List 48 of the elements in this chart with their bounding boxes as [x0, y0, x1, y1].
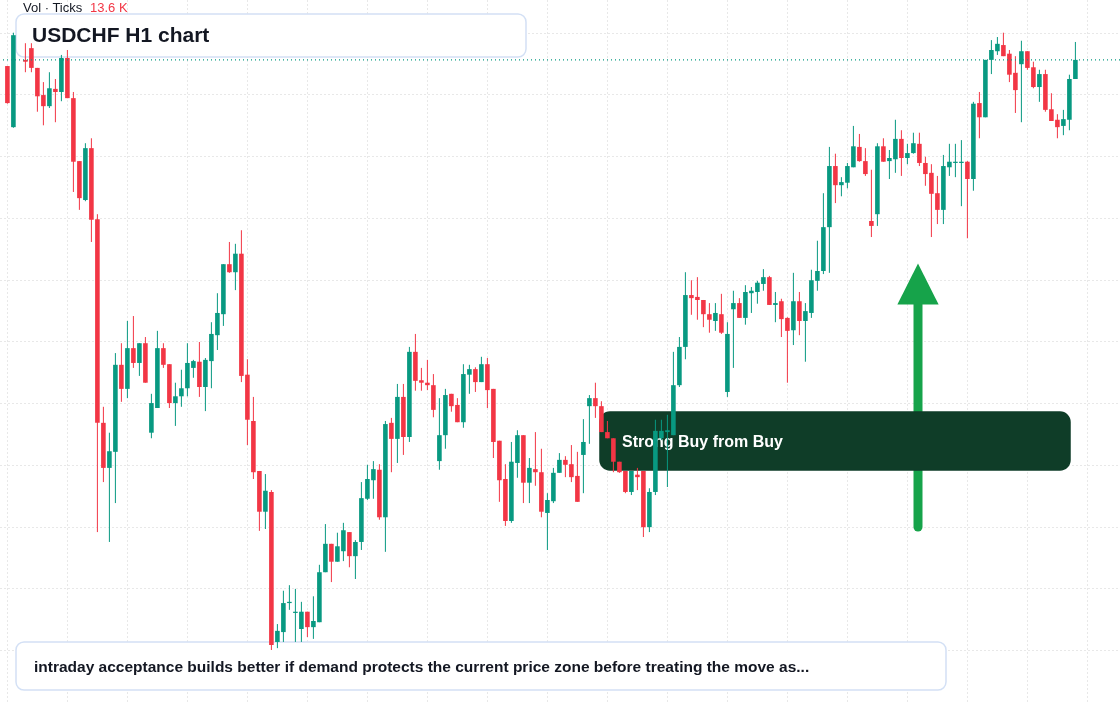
candlestick — [905, 143, 910, 165]
candlestick — [701, 299, 706, 328]
candlestick — [533, 431, 538, 487]
candlestick — [629, 470, 634, 496]
candlestick — [593, 382, 598, 419]
candlestick — [263, 473, 268, 530]
candlestick — [527, 457, 532, 504]
candlestick — [47, 71, 52, 109]
candlestick — [389, 417, 394, 473]
candlestick — [737, 297, 742, 319]
text: intraday acceptance builds better if demand protects the current price zone before treating the move as... — [34, 658, 810, 675]
candlestick — [227, 241, 232, 274]
text: Vol · Ticks — [23, 0, 83, 15]
candlestick — [899, 129, 904, 177]
candlestick — [797, 291, 802, 336]
candlestick — [353, 539, 358, 580]
candlestick — [707, 302, 712, 334]
candlestick — [329, 543, 334, 583]
candlestick — [305, 611, 310, 638]
candlestick — [581, 418, 586, 494]
candlestick — [911, 132, 916, 155]
candlestick — [731, 290, 736, 369]
candlestick — [719, 293, 724, 335]
candlestick — [473, 366, 478, 393]
candlestick — [233, 243, 238, 291]
candlestick — [179, 369, 184, 408]
candlestick — [479, 356, 484, 383]
chart-title: USDCHF H1 chart — [32, 23, 210, 46]
candlestick — [137, 342, 142, 377]
candlestick — [557, 452, 562, 474]
candlestick — [131, 315, 136, 369]
text: 13.6 K — [90, 0, 128, 15]
candlestick — [425, 359, 430, 391]
candlestick — [857, 133, 862, 163]
candlestick — [713, 302, 718, 332]
candlestick — [611, 437, 616, 473]
candlestick — [977, 91, 982, 139]
candlestick — [587, 394, 592, 445]
candlestick — [965, 160, 970, 239]
candlestick — [833, 153, 838, 204]
candlestick — [53, 78, 58, 123]
candlestick — [863, 147, 868, 177]
candlestick — [173, 382, 178, 427]
candlestick — [917, 132, 922, 167]
candlestick — [881, 137, 886, 163]
candlestick — [869, 169, 874, 238]
candlestick — [1037, 69, 1042, 103]
candlestick — [773, 291, 778, 323]
